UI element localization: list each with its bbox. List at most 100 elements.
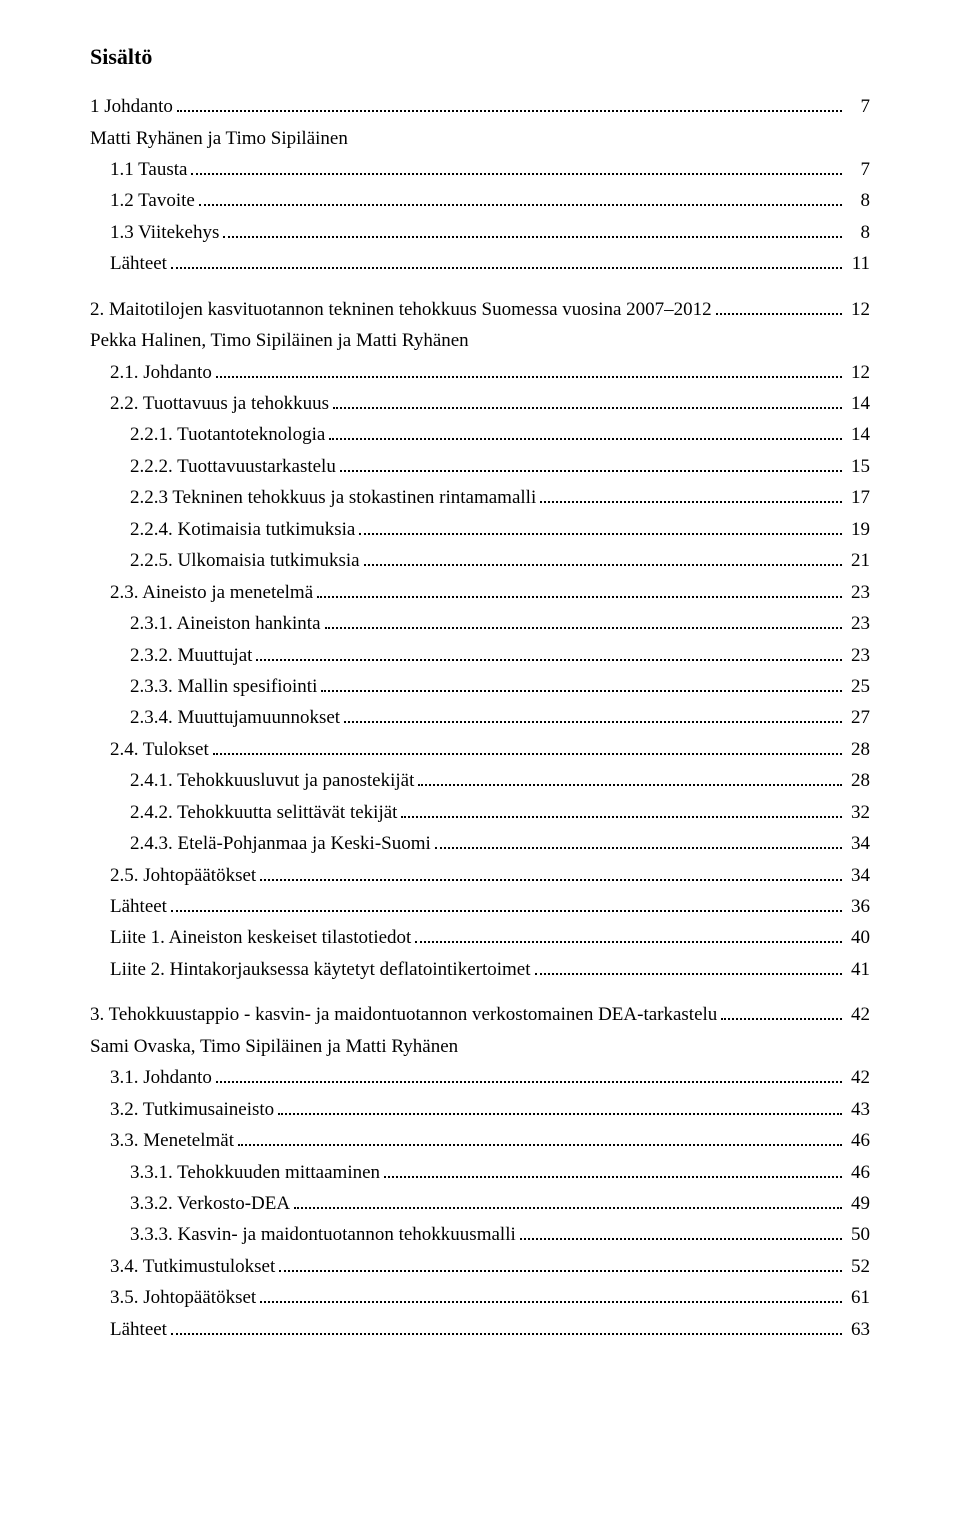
toc-entry: 1.2 Tavoite 8 [90,186,870,215]
toc-entry-page: 41 [846,955,870,984]
toc-entry: 3.3.3. Kasvin- ja maidontuotannon tehokk… [90,1220,870,1249]
toc-entry: 1 Johdanto 7 [90,92,870,121]
toc-entry-page: 23 [846,578,870,607]
toc-leader-dots [520,1225,842,1240]
toc-entry-page: 52 [846,1252,870,1281]
toc-entry-text: 2.2.2. Tuottavuustarkastelu [130,452,336,481]
toc-entry-text: 2.2.3 Tekninen tehokkuus ja stokastinen … [130,483,536,512]
toc-entry-page: 43 [846,1095,870,1124]
toc-entry: 2.2.3 Tekninen tehokkuus ja stokastinen … [90,483,870,512]
toc-entry: Lähteet 36 [90,892,870,921]
toc-entry: 2.5. Johtopäätökset34 [90,861,870,890]
toc-entry-text: 2.4.1. Tehokkuusluvut ja panostekijät [130,766,414,795]
toc-entry-text: 2.3.2. Muuttujat [130,641,252,670]
toc-entry: Lähteet63 [90,1315,870,1344]
toc-entry-text: 2. Maitotilojen kasvituotannon tekninen … [90,295,712,324]
toc-entry: 3.1. Johdanto 42 [90,1063,870,1092]
toc-entry-text: Liite 2. Hintakorjauksessa käytetyt defl… [110,955,531,984]
toc-leader-dots [199,191,842,206]
toc-entry: 3.2. Tutkimusaineisto 43 [90,1095,870,1124]
toc-leader-dots [321,677,842,692]
toc-entry-page: 46 [846,1126,870,1155]
toc-entry-text: 3.3.3. Kasvin- ja maidontuotannon tehokk… [130,1220,516,1249]
toc-leader-dots [721,1005,842,1020]
toc-leader-dots [364,551,842,566]
toc-entry-page: 34 [846,829,870,858]
toc-leader-dots [344,708,842,723]
toc-leader-dots [279,1257,842,1272]
toc-entry-page: 7 [846,155,870,184]
author-line: Matti Ryhänen ja Timo Sipiläinen [90,124,870,153]
toc-entry-text: 1.3 Viitekehys [110,218,219,247]
toc-entry: Liite 1. Aineiston keskeiset tilastotied… [90,923,870,952]
toc-entry-text: 2.2. Tuottavuus ja tehokkuus [110,389,329,418]
toc-entry: 2.2.4. Kotimaisia tutkimuksia19 [90,515,870,544]
toc-entry-text: 3.2. Tutkimusaineisto [110,1095,274,1124]
toc-entry-text: 2.2.4. Kotimaisia tutkimuksia [130,515,355,544]
toc-entry-text: 2.2.1. Tuotantoteknologia [130,420,325,449]
toc-leader-dots [256,645,842,660]
toc-entry-page: 49 [846,1189,870,1218]
toc-entry-text: Lähteet [110,892,167,921]
toc-entry-page: 7 [846,92,870,121]
toc-entry-text: 1.2 Tavoite [110,186,195,215]
toc-entry-page: 21 [846,546,870,575]
toc-entry-text: 3.1. Johdanto [110,1063,212,1092]
author-line: Sami Ovaska, Timo Sipiläinen ja Matti Ry… [90,1032,870,1061]
toc-leader-dots [329,425,842,440]
section-gap [90,986,870,998]
toc-entry-text: 3.3. Menetelmät [110,1126,234,1155]
toc-entry-page: 28 [846,766,870,795]
toc-entry-text: 2.5. Johtopäätökset [110,861,256,890]
toc-entry-page: 61 [846,1283,870,1312]
toc-entry-page: 15 [846,452,870,481]
toc-leader-dots [317,582,842,597]
toc-entry-text: Lähteet [110,249,167,278]
toc-leader-dots [278,1099,842,1114]
toc-entry: 2. Maitotilojen kasvituotannon tekninen … [90,295,870,324]
toc-entry-text: 1.1 Tausta [110,155,187,184]
toc-entry-page: 12 [846,295,870,324]
toc-entry-text: 1 Johdanto [90,92,173,121]
toc-entry: 1.1 Tausta 7 [90,155,870,184]
toc-leader-dots [540,488,842,503]
toc-entry: 2.2.5. Ulkomaisia tutkimuksia21 [90,546,870,575]
toc-entry: 2.4.2. Tehokkuutta selittävät tekijät32 [90,798,870,827]
toc-entry-page: 28 [846,735,870,764]
toc-leader-dots [216,1068,842,1083]
toc-entry-text: 3.5. Johtopäätökset [110,1283,256,1312]
toc-leader-dots [415,928,842,943]
toc-entry-page: 27 [846,703,870,732]
toc-leader-dots [216,362,842,377]
toc-entry-text: Lähteet [110,1315,167,1344]
toc-entry: 2.3.3. Mallin spesifiointi25 [90,672,870,701]
toc-entry: 3.3.1. Tehokkuuden mittaaminen46 [90,1158,870,1187]
toc-leader-dots [333,394,842,409]
toc-leader-dots [223,223,842,238]
toc-entry-page: 23 [846,609,870,638]
toc-entry-page: 42 [846,1063,870,1092]
toc-entry: 2.3. Aineisto ja menetelmä23 [90,578,870,607]
toc-entry-text: 3.3.2. Verkosto-DEA [130,1189,290,1218]
toc-entry-page: 14 [846,420,870,449]
toc-entry: 3.5. Johtopäätökset 61 [90,1283,870,1312]
toc-leader-dots [384,1162,842,1177]
toc-entry: 3.4. Tutkimustulokset 52 [90,1252,870,1281]
toc-leader-dots [171,1319,842,1334]
section-gap [90,281,870,293]
toc-entry-page: 8 [846,186,870,215]
toc-entry: 2.3.1. Aineiston hankinta23 [90,609,870,638]
toc-entry-text: 2.3.3. Mallin spesifiointi [130,672,317,701]
toc-leader-dots [260,865,842,880]
toc-entry: 3.3. Menetelmät 46 [90,1126,870,1155]
toc-leader-dots [171,897,842,912]
toc-leader-dots [359,519,842,534]
toc-leader-dots [340,457,842,472]
toc-entry-text: 3.4. Tutkimustulokset [110,1252,275,1281]
toc-entry-page: 40 [846,923,870,952]
toc-entry-page: 12 [846,358,870,387]
toc-entry: 3. Tehokkuustappio - kasvin- ja maidontu… [90,1000,870,1029]
toc-leader-dots [325,614,842,629]
toc-entry: 2.1. Johdanto12 [90,358,870,387]
toc-entry-page: 36 [846,892,870,921]
